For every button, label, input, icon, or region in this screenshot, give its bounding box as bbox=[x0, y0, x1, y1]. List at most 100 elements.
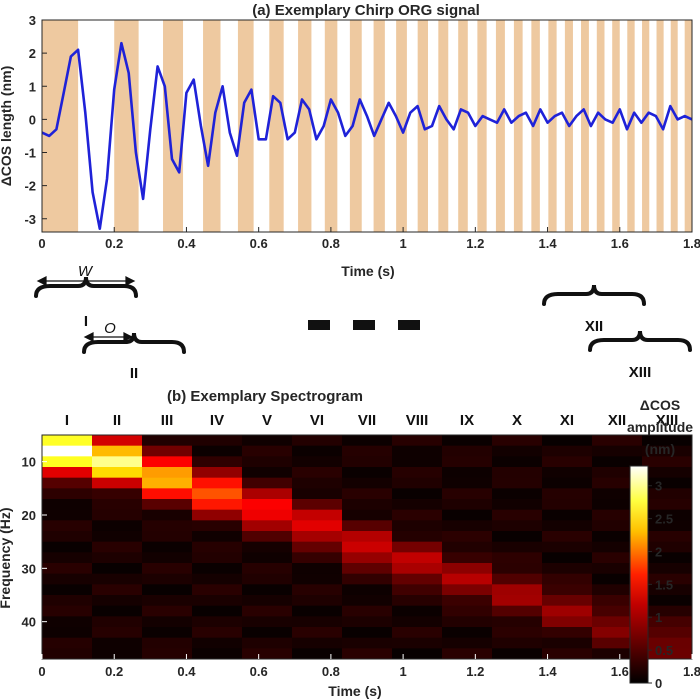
spectrogram-cell bbox=[392, 605, 443, 617]
colorbar-tick-label: 2 bbox=[655, 544, 662, 559]
spectrogram-cell bbox=[392, 573, 443, 585]
stimulus-band bbox=[531, 20, 540, 232]
x-tick-label: 1 bbox=[399, 664, 406, 679]
colorbar-title-line2: amplitude bbox=[627, 419, 693, 435]
x-tick-label: 1.4 bbox=[539, 664, 558, 679]
spectrogram-cell bbox=[642, 595, 693, 607]
spectrogram-cell bbox=[192, 488, 243, 500]
spectrogram-cell bbox=[292, 541, 343, 553]
stimulus-band bbox=[298, 20, 312, 232]
spectrogram-cell bbox=[242, 595, 293, 607]
y-tick-label: -3 bbox=[24, 212, 36, 227]
spectrogram-cell bbox=[342, 435, 393, 447]
spectrogram-cell bbox=[542, 467, 593, 479]
spectrogram-cell bbox=[442, 573, 493, 585]
spectrogram-cell bbox=[442, 541, 493, 553]
spectrogram-cell bbox=[542, 563, 593, 575]
spectrogram-cell bbox=[592, 499, 643, 511]
spectrogram-cell bbox=[192, 552, 243, 564]
spectrogram-cell bbox=[542, 541, 593, 553]
panel-b-y-ticks: 10 20 30 40 bbox=[22, 455, 47, 630]
panel-a-xlabel: Time (s) bbox=[341, 263, 394, 279]
org-signal-line bbox=[41, 41, 693, 230]
stimulus-band bbox=[627, 20, 635, 232]
colorbar-tick-label: 3 bbox=[655, 479, 662, 494]
spectrogram-cell bbox=[492, 616, 543, 628]
spectrogram-cell bbox=[592, 563, 643, 575]
spectrogram-cell bbox=[92, 499, 143, 511]
spectrogram-cell bbox=[292, 637, 343, 649]
spectrogram-cell bbox=[342, 488, 393, 500]
spectrogram-cell bbox=[142, 563, 193, 575]
x-tick-label: 0.4 bbox=[177, 236, 196, 251]
spectrogram-cell bbox=[142, 445, 193, 457]
spectrogram-cell bbox=[292, 531, 343, 543]
y-tick-label: 3 bbox=[29, 13, 36, 28]
y-tick-label: 10 bbox=[22, 455, 36, 470]
window-arrows bbox=[36, 276, 136, 342]
colorbar-tick-label: 1 bbox=[655, 610, 662, 625]
spectrogram-cell bbox=[642, 445, 693, 457]
spectrogram-cell bbox=[242, 605, 293, 617]
spectrogram-cell bbox=[92, 477, 143, 489]
spectrogram-cell bbox=[142, 627, 193, 639]
spectrogram-cell bbox=[142, 541, 193, 553]
stimulus-band bbox=[684, 20, 692, 232]
x-tick-label: 0.4 bbox=[177, 664, 196, 679]
spectrogram-cell bbox=[42, 573, 93, 585]
spectrogram-cell bbox=[292, 627, 343, 639]
window-label-I: I bbox=[84, 313, 88, 330]
column-label: II bbox=[113, 412, 121, 429]
spectrogram-cell bbox=[92, 648, 143, 660]
spectrogram-cell bbox=[292, 584, 343, 596]
column-label: III bbox=[161, 412, 174, 429]
x-tick-label: 1.6 bbox=[611, 236, 629, 251]
spectrogram-cell bbox=[92, 520, 143, 532]
spectrogram-cell bbox=[592, 477, 643, 489]
stimulus-bands bbox=[42, 20, 692, 232]
spectrogram-cell bbox=[242, 637, 293, 649]
spectrogram-cell bbox=[542, 605, 593, 617]
y-tick-label: 1 bbox=[29, 79, 36, 94]
spectrogram-cell bbox=[642, 616, 693, 628]
spectrogram-cell bbox=[42, 456, 93, 468]
spectrogram-cell bbox=[42, 595, 93, 607]
spectrogram-cell bbox=[342, 616, 393, 628]
spectrogram-cell bbox=[592, 467, 643, 479]
spectrogram-cell bbox=[392, 637, 443, 649]
spectrogram-cell bbox=[242, 435, 293, 447]
spectrogram-cell bbox=[492, 488, 543, 500]
spectrogram-cell bbox=[592, 509, 643, 521]
spectrogram-cell bbox=[492, 627, 543, 639]
spectrogram-cell bbox=[442, 584, 493, 596]
spectrogram-cell bbox=[142, 467, 193, 479]
spectrogram-cell bbox=[642, 648, 693, 660]
spectrogram-cell bbox=[192, 648, 243, 660]
brace-XII bbox=[542, 284, 646, 306]
spectrogram-cell bbox=[292, 552, 343, 564]
spectrogram-cell bbox=[142, 552, 193, 564]
spectrogram-cell bbox=[142, 509, 193, 521]
spectrogram-cell bbox=[442, 627, 493, 639]
spectrogram-cell bbox=[92, 605, 143, 617]
spectrogram-cell bbox=[442, 552, 493, 564]
spectrogram-cell bbox=[392, 541, 443, 553]
spectrogram-cell bbox=[242, 509, 293, 521]
spectrogram-cell bbox=[142, 616, 193, 628]
spectrogram-cell bbox=[342, 445, 393, 457]
spectrogram-cell bbox=[92, 552, 143, 564]
spectrogram-cell bbox=[92, 445, 143, 457]
spectrogram-cell bbox=[142, 456, 193, 468]
spectrogram-cell bbox=[192, 573, 243, 585]
spectrogram-cell bbox=[542, 573, 593, 585]
spectrogram-cell bbox=[642, 573, 693, 585]
spectrogram-cell bbox=[92, 467, 143, 479]
spectrogram-cell bbox=[292, 435, 343, 447]
spectrogram-cell bbox=[392, 477, 443, 489]
spectrogram-cell bbox=[92, 541, 143, 553]
stimulus-band bbox=[349, 20, 362, 232]
stimulus-band bbox=[458, 20, 468, 232]
spectrogram-cell bbox=[642, 605, 693, 617]
stimulus-band bbox=[163, 20, 184, 232]
